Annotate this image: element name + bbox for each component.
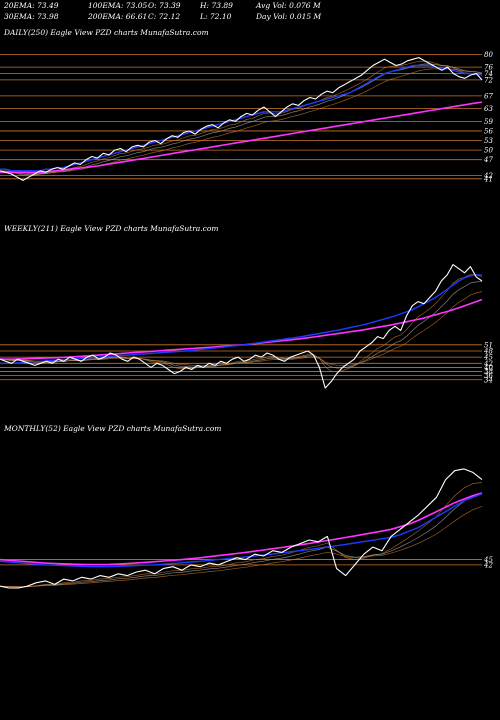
daily-panel: DAILY(250) Eagle View PZD charts MunafaS… xyxy=(0,28,500,188)
level-label: 63 xyxy=(484,105,493,113)
ema-long-line xyxy=(0,101,483,174)
level-label: 45 xyxy=(483,354,493,362)
level-label: 80 xyxy=(484,51,493,59)
level-label: 42 xyxy=(483,172,493,180)
level-label: 34 xyxy=(484,376,493,384)
level-label: 47 xyxy=(483,156,493,164)
weekly-panel: WEEKLY(211) Eagle View PZD charts Munafa… xyxy=(0,224,500,394)
level-label: 59 xyxy=(484,118,493,126)
high-readout: H: 73.89 xyxy=(200,1,233,10)
level-label: 74 xyxy=(484,70,493,78)
derived-average-line xyxy=(0,60,483,177)
derived-average-line xyxy=(0,281,483,369)
weekly-panel-title: WEEKLY(211) Eagle View PZD charts Munafa… xyxy=(4,224,219,233)
indicator-summary: 20EMA: 73.49 100EMA: 73.05 O: 73.39 H: 7… xyxy=(0,0,500,30)
ema-short-line xyxy=(0,64,483,172)
ema100-readout: 100EMA: 73.05 xyxy=(88,1,148,10)
ema20-readout: 20EMA: 73.49 xyxy=(4,1,59,10)
price-line xyxy=(0,468,483,589)
open-readout: O: 73.39 xyxy=(148,1,181,10)
low-readout: L: 72.10 xyxy=(200,12,232,21)
ema200-readout: 200EMA: 66.61 xyxy=(88,12,148,21)
day-vol-readout: Day Vol: 0.015 M xyxy=(256,12,322,21)
monthly-panel: MONTHLY(52) Eagle View PZD charts Munafa… xyxy=(0,424,500,610)
level-label: 53 xyxy=(484,137,493,145)
level-label: 50 xyxy=(484,147,493,155)
level-label: 51 xyxy=(484,341,493,349)
level-label: 36 xyxy=(484,372,493,380)
level-label: 48 xyxy=(483,347,493,355)
derived-average-line xyxy=(0,492,483,588)
level-label: 42 xyxy=(483,561,493,569)
close-readout: C: 72.12 xyxy=(148,12,181,21)
level-label: 72 xyxy=(484,76,493,84)
level-label: 40 xyxy=(483,364,493,372)
level-label: 38 xyxy=(484,368,493,376)
level-label: 76 xyxy=(484,64,493,72)
level-label: 45 xyxy=(483,556,493,564)
derived-average-line xyxy=(0,68,483,174)
derived-average-line xyxy=(0,482,483,588)
price-line xyxy=(0,57,483,181)
derived-average-line xyxy=(0,505,483,587)
derived-average-line xyxy=(0,291,483,366)
monthly-panel-title: MONTHLY(52) Eagle View PZD charts Munafa… xyxy=(4,424,222,433)
derived-average-line xyxy=(0,63,483,175)
ema-short-line xyxy=(0,274,482,365)
daily-panel-title: DAILY(250) Eagle View PZD charts MunafaS… xyxy=(4,28,209,37)
ema-long-line xyxy=(0,492,483,566)
ema-short-line xyxy=(0,493,483,568)
ema30-readout: 30EMA: 73.98 xyxy=(4,12,59,21)
ema-long-line xyxy=(0,298,483,360)
level-label: 56 xyxy=(484,127,493,135)
level-label: 42 xyxy=(483,360,493,368)
level-label: 41 xyxy=(483,175,493,183)
price-line xyxy=(0,264,483,389)
level-label: 67 xyxy=(484,92,493,100)
avg-vol-readout: Avg Vol: 0.076 M xyxy=(256,1,321,10)
